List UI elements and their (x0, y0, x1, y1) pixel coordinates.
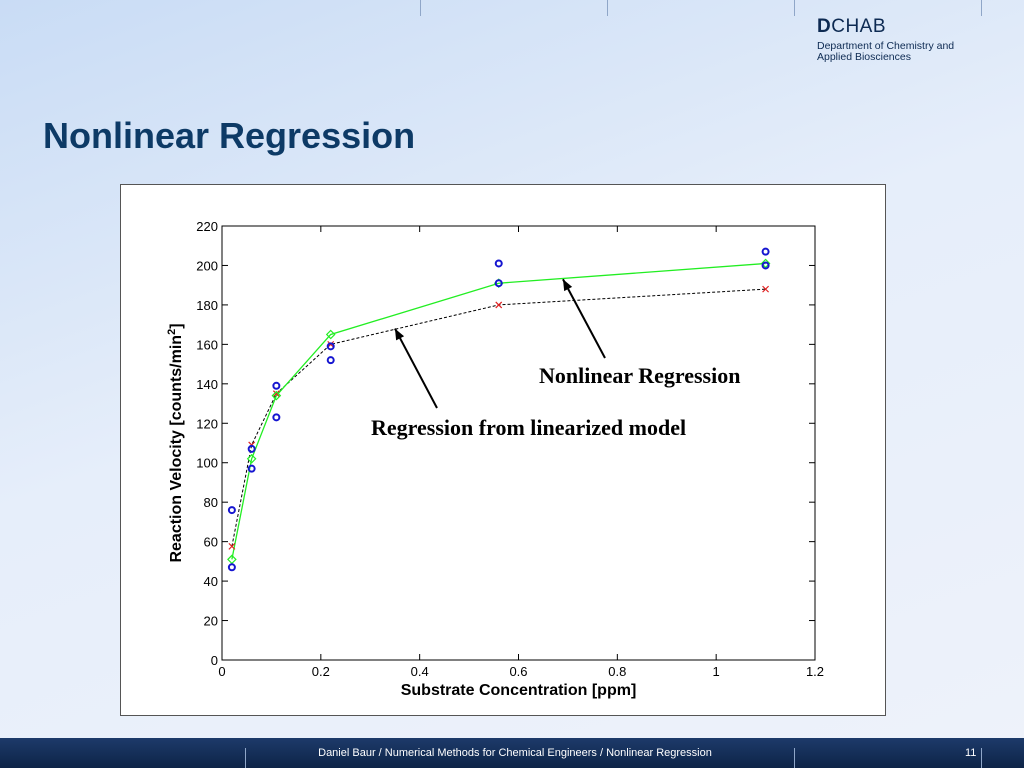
chart-svg: 0 0.2 0.4 0.6 0.8 1 1.2 0 20 40 60 80 100 120 140 160 18… (166, 219, 824, 699)
y-tick-label: 220 (196, 219, 218, 234)
measured-point (227, 506, 236, 515)
x-tick-label: 1.2 (806, 664, 824, 679)
y-tick-label: 160 (196, 337, 218, 352)
measured-point (326, 356, 335, 365)
y-tick-label: 100 (196, 456, 218, 471)
nonlinear-fit-point (325, 329, 336, 340)
measured-point (326, 342, 335, 351)
nonlinear-annotation-arrow-head (562, 279, 573, 292)
y-tick-label: 200 (196, 258, 218, 273)
page-title: Nonlinear Regression (43, 115, 416, 156)
y-tick-label: 40 (204, 574, 218, 589)
measured-point (494, 279, 503, 288)
measured-point (247, 464, 256, 473)
linearized-annotation-arrow (394, 328, 438, 409)
logo-letter-d: D (817, 16, 832, 37)
x-tick-label: 0.8 (608, 664, 626, 679)
nonlinear-annotation-label: Nonlinear Regression (539, 363, 740, 388)
y-tick-label: 120 (196, 416, 218, 431)
y-tick-label: 0 (211, 653, 218, 668)
chart-figure: 0 0.2 0.4 0.6 0.8 1 1.2 0 20 40 60 80 100 120 140 160 18… (120, 184, 886, 716)
x-tick-label: 1 (713, 664, 720, 679)
x-tick-label: 0.2 (312, 664, 330, 679)
linearized-fit-line (231, 288, 766, 547)
linearized-fit-point (762, 285, 770, 293)
linearized-fit-point (272, 390, 280, 398)
y-tick-label: 180 (196, 298, 218, 313)
footer-text: Daniel Baur / Numerical Methods for Chem… (318, 747, 712, 759)
y-axis-label: Reaction Velocity [counts/min2] (166, 323, 185, 562)
logo-letters: CHAB (831, 16, 887, 37)
logo-subtitle-1: Department of Chemistry and (817, 40, 955, 52)
x-tick-label: 0.6 (509, 664, 527, 679)
x-axis-label: Substrate Concentration [ppm] (401, 682, 637, 699)
footer-divider (794, 748, 795, 768)
logo-subtitle-2: Applied Biosciences (817, 51, 911, 63)
dchab-logo: DCHAB Department of Chemistry and Applie… (817, 16, 954, 63)
top-divider (607, 0, 608, 16)
footer-bar: Daniel Baur / Numerical Methods for Chem… (0, 738, 1024, 768)
x-tick-label: 0 (218, 664, 225, 679)
y-tick-label: 140 (196, 377, 218, 392)
y-tick-label: 60 (204, 535, 218, 550)
x-tick-label: 0.4 (411, 664, 429, 679)
measured-point (761, 261, 770, 270)
nonlinear-fit-point (271, 390, 282, 401)
measured-point (272, 381, 281, 390)
measured-point (272, 413, 281, 422)
top-divider (981, 0, 982, 16)
nonlinear-annotation-arrow (562, 278, 606, 359)
nonlinear-fit-point (246, 453, 257, 464)
footer-divider (981, 748, 982, 768)
measured-point (761, 247, 770, 256)
linearized-fit-point (228, 542, 236, 550)
y-tick-label: 20 (204, 614, 218, 629)
linearized-annotation-arrow-head (394, 328, 405, 341)
measured-point (494, 259, 503, 268)
linearized-annotation-label: Regression from linearized model (371, 415, 686, 440)
measured-point (247, 444, 256, 453)
top-divider (794, 0, 795, 16)
plot-frame (221, 225, 816, 661)
measured-point (227, 563, 236, 572)
footer-divider (245, 748, 246, 768)
top-divider (420, 0, 421, 16)
y-tick-label: 80 (204, 495, 218, 510)
linearized-fit-point (495, 301, 503, 309)
page-number: 11 (965, 747, 977, 759)
logo-title: DCHAB (817, 16, 954, 38)
nonlinear-fit-line (231, 262, 766, 560)
top-ruler (0, 0, 1024, 16)
